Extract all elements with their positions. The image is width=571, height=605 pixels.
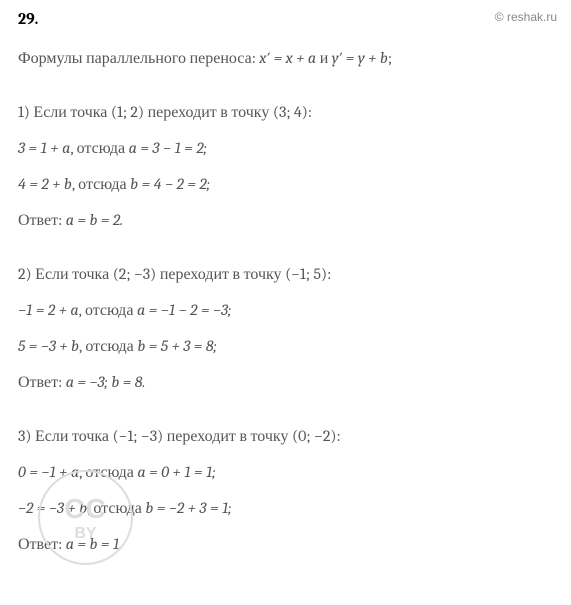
answer-label: Ответ: <box>18 535 66 553</box>
calc-line: 4 = 2 + b, отсюда b = 4 − 2 = 2; <box>18 172 553 196</box>
site-watermark: © reshak.ru <box>495 10 557 24</box>
result: b = −2 + 3 = 1; <box>145 499 231 517</box>
mid-text: , отсюда <box>79 463 137 481</box>
mid-text: , отсюда <box>70 139 128 157</box>
formula1-rhs: = x + a <box>270 49 316 67</box>
result: a = 0 + 1 = 1; <box>137 463 215 481</box>
answer-value: a = b = 2. <box>66 211 124 229</box>
mid-text: , отсюда <box>72 175 130 193</box>
section-header: 1) Если точка (1; 2) переходит в точку (… <box>18 100 553 124</box>
section-header: 2) Если точка (2; −3) переходит в точку … <box>18 262 553 286</box>
calc-line: 5 = −3 + b, отсюда b = 5 + 3 = 8; <box>18 334 553 358</box>
solution-section-2: 2) Если точка (2; −3) переходит в точку … <box>18 262 553 394</box>
answer-label: Ответ: <box>18 373 66 391</box>
answer-line: Ответ: a = −3; b = 8. <box>18 370 553 394</box>
answer-value: a = −3; b = 8. <box>66 373 146 391</box>
solution-section-1: 1) Если точка (1; 2) переходит в точку (… <box>18 100 553 232</box>
mid-text: , отсюда <box>87 499 145 517</box>
mid-text: , отсюда <box>79 337 137 355</box>
intro-suffix: ; <box>388 49 392 67</box>
result: a = −1 − 2 = −3; <box>137 301 231 319</box>
result: a = 3 − 1 = 2; <box>129 139 207 157</box>
formula1-lhs: x′ <box>259 49 270 67</box>
formula2-rhs: = y + b <box>342 49 388 67</box>
formula2-lhs: y′ <box>332 49 343 67</box>
mid-text: , отсюда <box>79 301 137 319</box>
intro-prefix: Формулы параллельного переноса: <box>18 49 259 67</box>
result: b = 4 − 2 = 2; <box>130 175 210 193</box>
solution-section-3: 3) Если точка (−1; −3) переходит в точку… <box>18 424 553 556</box>
eq: 5 = −3 + b <box>18 337 79 355</box>
eq: −2 = −3 + b <box>18 499 87 517</box>
intro-formula: Формулы параллельного переноса: x′ = x +… <box>18 46 553 70</box>
answer-label: Ответ: <box>18 211 66 229</box>
calc-line: −1 = 2 + a, отсюда a = −1 − 2 = −3; <box>18 298 553 322</box>
eq: 0 = −1 + a <box>18 463 79 481</box>
answer-line: Ответ: a = b = 1. <box>18 532 553 556</box>
answer-line: Ответ: a = b = 2. <box>18 208 553 232</box>
eq: −1 = 2 + a <box>18 301 79 319</box>
eq: 4 = 2 + b <box>18 175 72 193</box>
eq: 3 = 1 + a <box>18 139 70 157</box>
calc-line: 3 = 1 + a, отсюда a = 3 − 1 = 2; <box>18 136 553 160</box>
calc-line: −2 = −3 + b, отсюда b = −2 + 3 = 1; <box>18 496 553 520</box>
problem-number: 29. <box>18 10 553 28</box>
answer-value: a = b = 1. <box>66 535 122 553</box>
intro-and: и <box>316 49 332 67</box>
calc-line: 0 = −1 + a, отсюда a = 0 + 1 = 1; <box>18 460 553 484</box>
section-header: 3) Если точка (−1; −3) переходит в точку… <box>18 424 553 448</box>
result: b = 5 + 3 = 8; <box>137 337 216 355</box>
